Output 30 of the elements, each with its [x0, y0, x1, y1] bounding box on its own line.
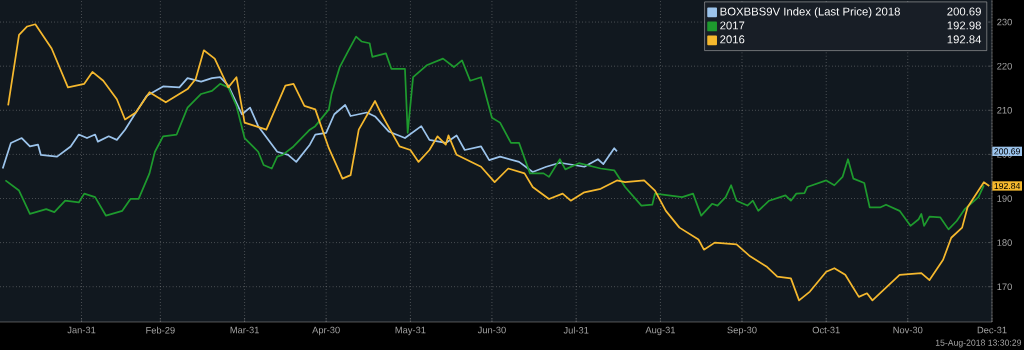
- x-tick-label: Dec-31: [977, 326, 1007, 334]
- x-tick-label: Nov-30: [893, 326, 923, 334]
- y-tick-label: 220: [997, 62, 1012, 70]
- x-tick-label: Jul-31: [563, 326, 589, 334]
- legend-label: 2016: [720, 35, 745, 44]
- legend-label: BOXBBS9V Index (Last Price) 2018: [720, 7, 900, 18]
- annotation: 192.98: [947, 21, 981, 30]
- x-tick-label: Apr-30: [312, 326, 340, 336]
- x-tick-label: May-31: [395, 326, 426, 336]
- annotation: 200.69: [947, 7, 981, 16]
- y-tick-label: 180: [997, 239, 1012, 246]
- x-tick-label: Jan-31: [67, 326, 96, 334]
- annotation: 200.69: [994, 148, 1020, 155]
- annotation: 192.84: [947, 35, 982, 44]
- y-tick-label: 190: [997, 195, 1012, 202]
- x-tick-label: Oct-31: [812, 326, 840, 334]
- legend-label: 2017: [720, 21, 745, 30]
- text: 15-Aug-2018 13:30:29: [935, 339, 1022, 348]
- y-tick-label: 210: [997, 106, 1012, 114]
- x-tick-label: Sep-30: [727, 326, 757, 336]
- line-series: [1, 76, 618, 173]
- line-series: [7, 23, 991, 302]
- x-tick-label: Aug-31: [645, 326, 676, 336]
- line-series: [4, 35, 985, 231]
- annotation: 192.84: [994, 182, 1021, 190]
- x-tick-label: Jun-30: [477, 326, 506, 334]
- x-tick-label: Feb-29: [146, 326, 175, 334]
- x-tick-label: Mar-31: [230, 326, 259, 334]
- y-tick-label: 230: [997, 18, 1012, 26]
- y-tick-label: 170: [997, 283, 1012, 291]
